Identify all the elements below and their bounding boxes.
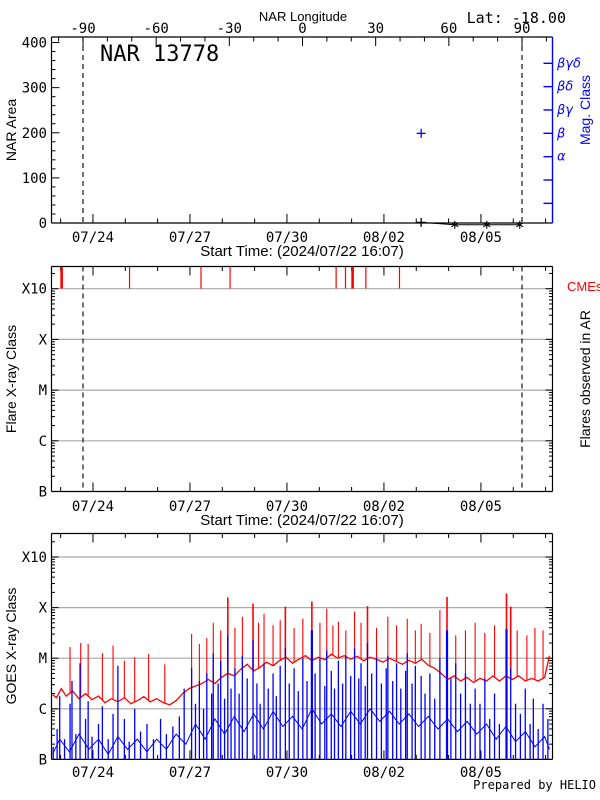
mag-class-axis-title: Mag. Class — [577, 75, 593, 145]
mid-panel-date-label: 07/30 — [266, 499, 308, 515]
nar-area-marker — [483, 222, 491, 228]
top-panel-date-label: 07/27 — [169, 230, 211, 246]
mid-start-time-label: Start Time: (2024/07/22 16:07) — [200, 512, 403, 529]
area-tick-label: 200 — [22, 126, 47, 142]
mag-class-tick-label: βγ — [556, 103, 574, 118]
goes-short-channel-series — [52, 628, 550, 759]
top-panel-date-label: 07/30 — [266, 230, 308, 246]
goes-class-tick-label: M — [39, 651, 47, 667]
nar-area-marker — [450, 220, 459, 229]
goes-date-label: 08/05 — [460, 765, 502, 781]
area-tick-label: 300 — [22, 81, 47, 97]
goes-date-label: 07/24 — [72, 765, 114, 781]
mid-panel-date-label: 07/27 — [169, 499, 211, 515]
goes-long-channel-series — [52, 593, 551, 706]
latitude-label: Lat: -18.00 — [467, 9, 566, 27]
goes-class-tick-label: X10 — [22, 550, 47, 566]
goes-axis-title: GOES X-ray Class — [3, 588, 19, 705]
longitude-tick-label: 30 — [367, 21, 384, 37]
nar-area-marker — [515, 220, 524, 229]
cmes-label: CMEs — [567, 279, 600, 294]
area-tick-label: 100 — [22, 171, 47, 187]
region-title: NAR 13778 — [100, 42, 219, 67]
mag-class-tick-label: βδ — [556, 80, 573, 95]
nar-area-marker — [515, 222, 524, 228]
goes-xray-panel: X10 X M C B 07/24 07/27 07/30 08/02 08/05 — [22, 532, 554, 781]
mid-panel-date-label: 08/02 — [363, 499, 405, 515]
mid-panel-date-label: 08/05 — [460, 499, 502, 515]
goes-class-tick-label: B — [39, 752, 47, 768]
top-panel-date-label: 07/24 — [72, 230, 114, 246]
nar-area-axis-title: NAR Area — [3, 99, 19, 161]
mag-class-point — [416, 128, 426, 138]
area-tick-label: 400 — [22, 36, 47, 52]
nar-area-marker — [416, 217, 426, 227]
longitude-axis-title: NAR Longitude — [259, 9, 347, 24]
mid-panel-date-label: 07/24 — [72, 499, 114, 515]
nar-area-panel: -90 -60 -30 0 30 60 90 0 100 200 300 400 07/24 07/27 0… — [22, 21, 581, 246]
nar-area-line — [421, 221, 520, 226]
top-panel-date-label: 08/02 — [363, 230, 405, 246]
flares-observed-axis-title: Flares observed in AR — [577, 310, 593, 448]
area-tick-label: 0 — [39, 216, 47, 232]
mag-class-tick-label: β — [556, 126, 565, 141]
flare-class-panel: X10 X M C B 07/24 07/27 07/30 08/02 08/05 — [22, 265, 554, 515]
top-panel-date-label: 08/05 — [460, 230, 502, 246]
mag-class-tick-label: βγδ — [556, 56, 581, 71]
longitude-tick-label: -30 — [217, 21, 242, 37]
mag-class-tick-label: α — [557, 150, 566, 165]
flare-class-tick-label: C — [39, 434, 47, 450]
goes-class-tick-label: C — [39, 702, 47, 718]
nar-area-marker — [450, 222, 459, 228]
flare-class-tick-label: X10 — [22, 282, 47, 298]
goes-date-label: 07/30 — [266, 765, 308, 781]
flare-class-tick-label: M — [39, 383, 47, 399]
top-start-time-label: Start Time: (2024/07/22 16:07) — [200, 243, 403, 260]
flare-class-axis-title: Flare X-ray Class — [3, 325, 19, 433]
longitude-tick-label: 0 — [298, 21, 306, 37]
goes-date-label: 08/02 — [363, 765, 405, 781]
goes-red-baseline — [52, 653, 551, 706]
nar-area-marker — [483, 220, 491, 229]
longitude-tick-label: -60 — [144, 21, 169, 37]
goes-date-label: 07/27 — [169, 765, 211, 781]
longitude-tick-label: 90 — [514, 21, 531, 37]
prepared-by-credit: Prepared by HELIO — [473, 778, 596, 792]
goes-class-tick-label: X — [39, 601, 48, 617]
flare-class-tick-label: X — [39, 332, 48, 348]
longitude-tick-label: 60 — [440, 21, 457, 37]
longitude-tick-label: -90 — [70, 21, 95, 37]
flare-class-tick-label: B — [39, 485, 47, 501]
